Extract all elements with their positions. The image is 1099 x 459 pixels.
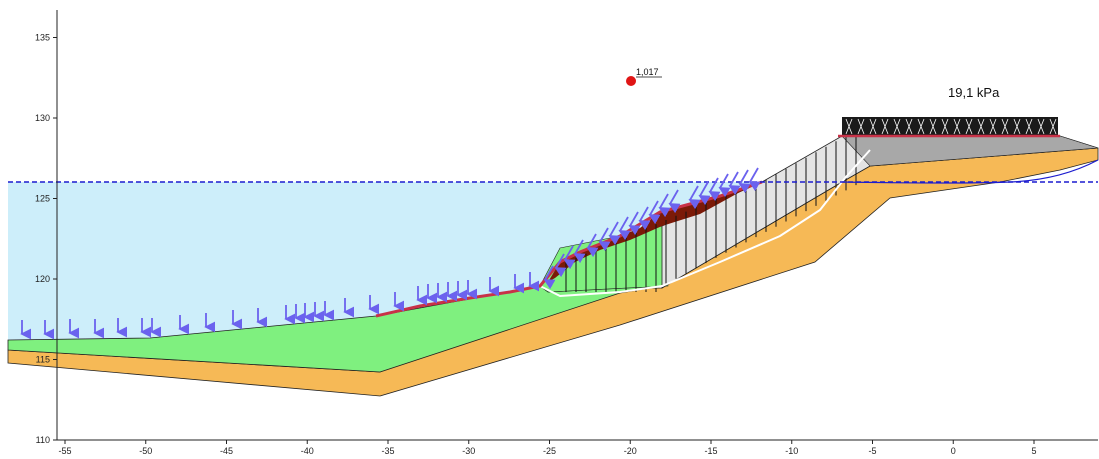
pressure-arrow xyxy=(554,253,567,278)
water-pressure-arrows xyxy=(20,167,761,340)
x-tick-label: -40 xyxy=(301,446,314,456)
y-tick-label: 125 xyxy=(35,194,50,204)
surcharge-pattern xyxy=(845,118,1057,135)
surcharge-hatch xyxy=(965,118,973,135)
surcharge-hatch xyxy=(941,118,949,135)
pressure-arrow xyxy=(618,216,631,241)
surcharge-hatch xyxy=(1025,118,1033,135)
pressure-arrow xyxy=(748,167,761,192)
pressure-arrow xyxy=(738,169,751,194)
surcharge-hatch xyxy=(893,118,901,135)
pressure-arrow xyxy=(658,193,671,218)
y-tick-label: 120 xyxy=(35,274,50,284)
x-tick-label: -5 xyxy=(868,446,876,456)
y-axis-ticks: 110 115 120 125 130 135 xyxy=(35,33,57,445)
surcharge-hatch xyxy=(869,118,877,135)
fos-label: 1,017 xyxy=(636,67,659,77)
x-tick-label: -10 xyxy=(785,446,798,456)
x-tick-label: -35 xyxy=(381,446,394,456)
y-tick-label: 130 xyxy=(35,113,50,123)
pressure-arrow xyxy=(608,221,621,246)
surcharge-hatch xyxy=(905,118,913,135)
pressure-arrow xyxy=(638,206,651,231)
x-tick-label: -20 xyxy=(624,446,637,456)
surcharge-hatch xyxy=(929,118,937,135)
x-tick-label: -25 xyxy=(543,446,556,456)
water-region xyxy=(8,182,762,340)
surcharge-hatch xyxy=(881,118,889,135)
pressure-arrow xyxy=(543,265,556,290)
pressure-arrow xyxy=(563,245,576,270)
surcharge-hatch xyxy=(1013,118,1021,135)
phreatic-line xyxy=(841,159,1099,184)
x-tick-label: -30 xyxy=(462,446,475,456)
surcharge-hatch xyxy=(857,118,865,135)
x-axis-ticks: -55 -50 -45 -40 -35 -30 -25 -20 -15 -10 -5 0 5 xyxy=(58,440,1037,456)
surcharge-hatch xyxy=(977,118,985,135)
fos-center-marker xyxy=(626,76,636,86)
pressure-arrow xyxy=(688,185,701,210)
surcharge-hatch xyxy=(917,118,925,135)
pressure-arrow xyxy=(718,173,731,198)
pressure-arrow xyxy=(708,177,721,202)
pressure-arrow xyxy=(598,227,611,252)
surcharge-hatch xyxy=(845,118,853,135)
slip-surface xyxy=(539,149,871,298)
slip-mass-dark xyxy=(548,182,762,282)
y-tick-label: 135 xyxy=(35,33,50,43)
pressure-arrow xyxy=(698,181,711,206)
surcharge-hatch xyxy=(953,118,961,135)
surcharge-hatch xyxy=(989,118,997,135)
y-tick-label: 115 xyxy=(36,355,50,365)
pressure-arrow xyxy=(728,171,741,196)
x-tick-label: -45 xyxy=(220,446,233,456)
pressure-arrow xyxy=(573,239,586,264)
x-tick-label: -55 xyxy=(58,446,71,456)
pressure-arrow xyxy=(648,200,661,225)
pressure-arrow xyxy=(628,211,641,236)
slice-lines xyxy=(565,136,857,292)
x-tick-label: -50 xyxy=(139,446,152,456)
surcharge-label: 19,1 kPa xyxy=(948,85,1000,100)
x-tick-label: 5 xyxy=(1031,446,1036,456)
x-tick-label: -15 xyxy=(704,446,717,456)
surcharge-hatch xyxy=(1049,118,1057,135)
pressure-arrow xyxy=(668,189,681,214)
surcharge-hatch xyxy=(1001,118,1009,135)
surcharge-hatch xyxy=(1037,118,1045,135)
pressure-arrow xyxy=(586,233,599,258)
x-tick-label: 0 xyxy=(951,446,956,456)
surcharge-block xyxy=(842,117,1058,136)
y-tick-label: 110 xyxy=(36,435,50,445)
